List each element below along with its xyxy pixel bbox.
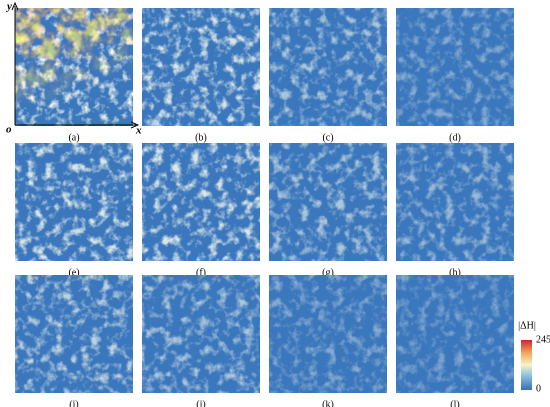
panel-label: (f): [196, 267, 206, 278]
panel-texture: [142, 8, 260, 126]
panel-label: (d): [449, 132, 461, 143]
panel-label: (c): [322, 132, 333, 143]
panel-label: (l): [450, 399, 459, 407]
panel-texture: [15, 143, 133, 261]
panel-texture: [269, 8, 387, 126]
panel-label: (a): [68, 132, 79, 143]
y-axis-label: y: [5, 1, 12, 13]
panel-texture: [396, 8, 514, 126]
panel-label: (g): [322, 267, 334, 278]
colorbar: [521, 340, 532, 390]
panel-label: (i): [69, 399, 78, 407]
x-axis-label: x: [135, 125, 142, 137]
panel-label: (b): [195, 132, 207, 143]
panels: (a) (b) (c) (d) (e) (f) (g) (h) (i) (j) (k) (l): [15, 8, 514, 407]
panel-texture: [396, 275, 514, 393]
colorbar-min: 0: [536, 383, 541, 394]
origin-label: o: [6, 124, 12, 136]
panel-texture: [396, 143, 514, 261]
panel-label: (e): [68, 267, 79, 278]
panel-texture: [15, 275, 133, 393]
panel-hot-region: [15, 8, 133, 126]
panel-label: (k): [322, 399, 334, 407]
colorbar-title: |ΔH|: [518, 320, 536, 331]
panel-texture: [269, 275, 387, 393]
panel-texture: [142, 143, 260, 261]
y-arrow: [11, 1, 19, 11]
panel-texture: [269, 143, 387, 261]
panel-label: (j): [196, 399, 205, 407]
colorbar-max: 245: [536, 334, 550, 345]
panel-label: (h): [449, 267, 461, 278]
x-arrow: [130, 121, 140, 129]
panel-texture: [142, 275, 260, 393]
axes: [11, 1, 140, 129]
